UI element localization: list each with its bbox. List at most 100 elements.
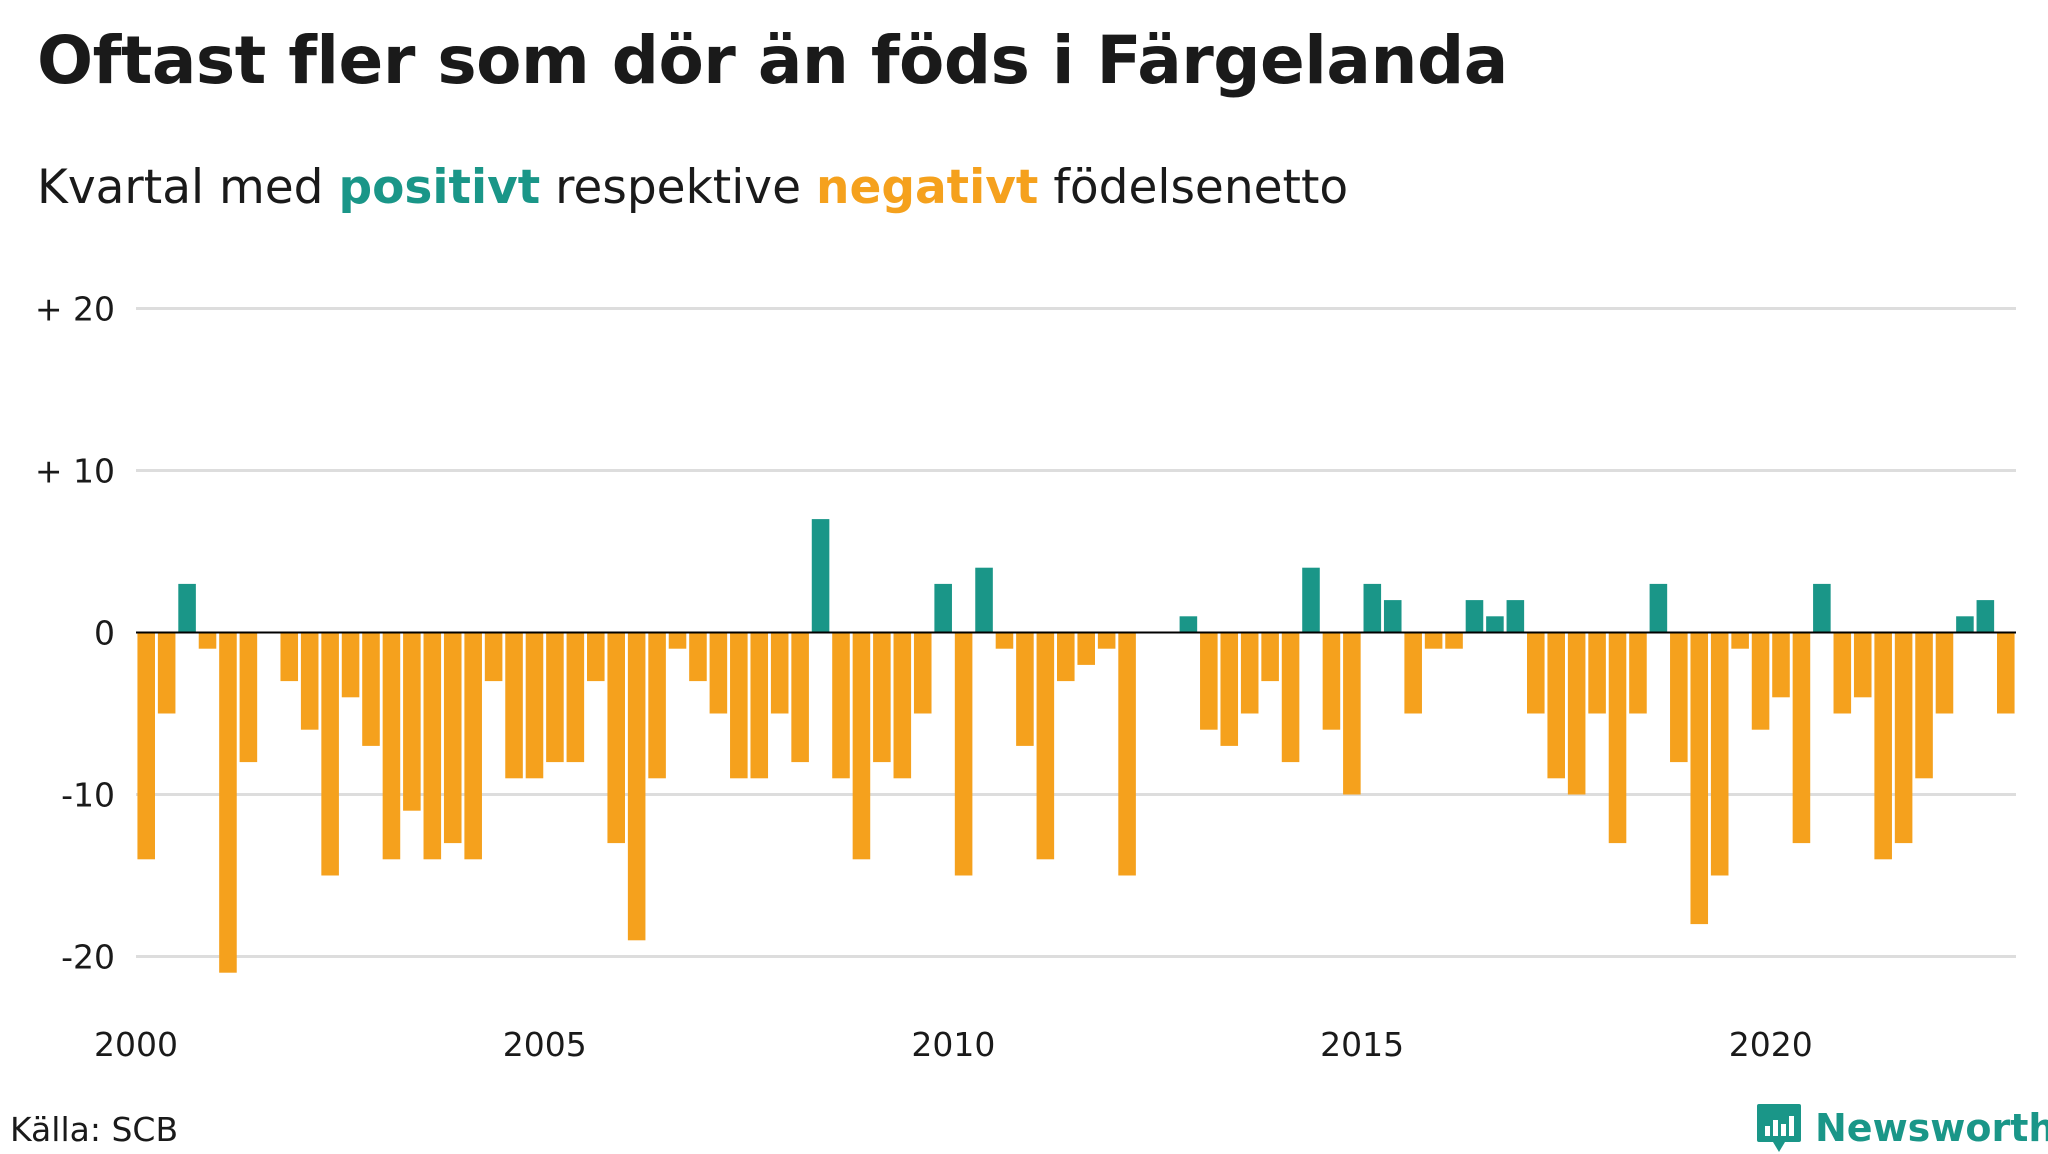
bar-negative [668, 632, 687, 649]
bar-positive [1506, 600, 1525, 633]
bar-negative [627, 632, 646, 941]
bar-negative [464, 632, 482, 860]
y-tick-label: + 20 [35, 290, 115, 329]
bar-positive [1813, 583, 1831, 633]
chart-title: Oftast fler som dör än föds i Färgelanda [37, 22, 1508, 99]
bar-negative [1097, 632, 1116, 649]
bar-positive [1383, 600, 1402, 633]
bar-negative [403, 632, 421, 811]
bar-negative [157, 632, 176, 714]
bar-negative [750, 632, 769, 779]
bar-negative [709, 632, 728, 714]
bar-positive [934, 583, 952, 633]
bar-negative [1915, 632, 1933, 779]
bar-positive [811, 519, 830, 633]
brand-name: Newsworthy [1815, 1106, 2048, 1150]
bar-negative [484, 632, 503, 682]
y-tick-label: + 10 [35, 452, 115, 491]
bar-negative [505, 632, 523, 779]
bar-negative [791, 632, 809, 763]
bar-negative [341, 632, 360, 698]
bar-negative [607, 632, 625, 844]
x-tick-label: 2020 [1729, 1025, 1813, 1064]
bar-negative [873, 632, 891, 763]
y-axis-labels: + 20 + 10 0 -10 -20 [35, 290, 115, 977]
x-tick-label: 2000 [94, 1025, 178, 1064]
bar-negative [321, 632, 339, 876]
bars [137, 519, 2015, 973]
bar-negative [1240, 632, 1259, 714]
bar-negative [1404, 632, 1422, 714]
bar-negative [587, 632, 605, 682]
bar-negative [1200, 632, 1218, 730]
bar-positive [1179, 616, 1198, 633]
bar-positive [1302, 567, 1320, 633]
bar-negative [1690, 632, 1709, 925]
bar-positive [1976, 600, 1995, 633]
bar-positive [178, 583, 196, 633]
bar-negative [852, 632, 871, 860]
bar-negative [913, 632, 932, 714]
bar-negative [730, 632, 748, 779]
bar-negative [1118, 632, 1136, 876]
newsworthy-logo[interactable]: Newsworthy [1755, 1102, 2048, 1154]
bar-negative [1057, 632, 1075, 682]
bar-negative [423, 632, 442, 860]
newsworthy-logo-icon [1757, 1104, 1801, 1152]
bar-positive [1649, 583, 1668, 633]
bar-negative [362, 632, 380, 746]
bar-negative [1629, 632, 1647, 714]
bar-negative [1261, 632, 1279, 682]
subtitle-text: födelsenetto [1053, 160, 1349, 215]
bar-negative [1874, 632, 1892, 860]
subtitle-text: Kvartal med [37, 160, 324, 215]
bar-negative [1608, 632, 1627, 844]
bar-negative [1772, 632, 1790, 698]
bar-negative [1220, 632, 1239, 746]
bar-negative [1527, 632, 1545, 714]
bar-negative [1792, 632, 1811, 844]
bar-chart: + 20 + 10 0 -10 -20 2000 2005 2010 2015 2020 [35, 290, 2016, 1064]
bar-negative [648, 632, 666, 779]
subtitle-text: respektive [555, 160, 802, 215]
bar-negative [525, 632, 544, 779]
bar-negative [995, 632, 1014, 649]
bar-negative [1322, 632, 1341, 730]
subtitle-negative-keyword: negativt [815, 160, 1039, 215]
bar-negative [137, 632, 155, 860]
x-tick-label: 2005 [503, 1025, 587, 1064]
bar-negative [546, 632, 564, 763]
bar-negative [1935, 632, 1954, 714]
bar-negative [1016, 632, 1034, 746]
bar-negative [1894, 632, 1913, 844]
bar-negative [1731, 632, 1749, 649]
y-tick-label: 0 [94, 614, 115, 653]
bar-negative [382, 632, 401, 860]
bar-negative [1853, 632, 1872, 698]
x-axis-labels: 2000 2005 2010 2015 2020 [94, 1025, 1813, 1064]
bar-negative [832, 632, 850, 779]
bar-negative [770, 632, 789, 714]
bar-negative [443, 632, 462, 844]
bar-negative [689, 632, 707, 682]
chart-subtitle: Kvartal med positivt respektive negativt… [37, 160, 1348, 215]
bar-negative [239, 632, 258, 763]
bar-negative [1588, 632, 1606, 714]
bar-negative [1833, 632, 1852, 714]
bar-negative [1281, 632, 1300, 763]
bar-positive [1486, 616, 1504, 633]
bar-positive [1465, 600, 1484, 633]
x-tick-label: 2010 [911, 1025, 995, 1064]
y-tick-label: -10 [61, 776, 115, 815]
bar-negative [1424, 632, 1443, 649]
bar-negative [954, 632, 973, 876]
y-tick-label: -20 [61, 938, 115, 977]
bar-positive [975, 567, 993, 633]
subtitle-positive-keyword: positivt [338, 160, 541, 215]
bar-negative [1547, 632, 1565, 779]
bar-negative [1567, 632, 1586, 795]
bar-negative [198, 632, 217, 649]
bar-negative [1997, 632, 2015, 714]
source-note: Källa: SCB [10, 1110, 179, 1149]
bar-negative [280, 632, 299, 682]
